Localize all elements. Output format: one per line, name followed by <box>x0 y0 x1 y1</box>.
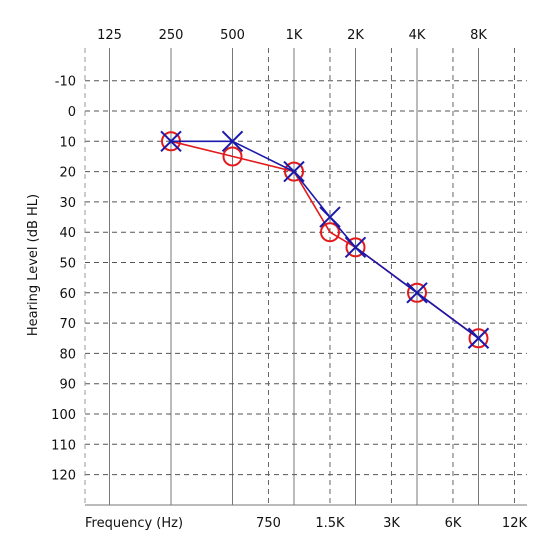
grid-solid-lines <box>85 48 527 506</box>
data-point-x-stroke <box>319 206 341 228</box>
y-tick-label: -10 <box>55 75 76 90</box>
y-tick-label: 120 <box>51 469 76 484</box>
y-tick-label: 80 <box>59 347 76 362</box>
data-point-x-stroke <box>283 160 305 183</box>
data-point-x <box>283 160 305 183</box>
y-tick-label: 60 <box>59 287 76 302</box>
top-tick-label: 125 <box>97 28 122 43</box>
top-tick-label: 8K <box>470 28 487 43</box>
data-point-x <box>160 130 182 153</box>
y-tick-label: 0 <box>68 105 76 120</box>
data-point-circle <box>222 146 243 167</box>
top-tick-label: 500 <box>220 28 245 43</box>
top-tick-label: 1K <box>286 28 303 43</box>
bottom-tick-label: 6K <box>445 516 462 531</box>
data-point-x-stroke <box>344 236 367 259</box>
y-tick-label: 40 <box>59 226 76 241</box>
y-tick-label: 50 <box>59 257 76 272</box>
bottom-tick-label: 3K <box>383 516 400 531</box>
data-point-x <box>467 327 490 349</box>
grid-dashed-lines <box>84 48 527 505</box>
y-tick-label: 20 <box>59 166 76 181</box>
bottom-tick-label: 12K <box>502 516 528 531</box>
y-tick-label: 100 <box>51 408 76 423</box>
x-axis-label: Frequency (Hz) <box>85 516 183 531</box>
top-tick-label: 4K <box>409 28 426 43</box>
series-x <box>160 130 490 349</box>
y-tick-labels: -10 0 10 20 30 40 50 60 70 80 90 100 110 120 <box>51 75 76 484</box>
top-tick-label: 250 <box>159 28 184 43</box>
top-tick-label: 2K <box>347 28 364 43</box>
data-point-x <box>406 282 428 304</box>
bottom-frequency-labels: 750 1.5K 3K 6K 12K <box>256 516 527 531</box>
data-point-x <box>221 130 244 153</box>
y-axis-label: Hearing Level (dB HL) <box>26 194 41 336</box>
data-point-circle <box>407 282 427 303</box>
data-point-x <box>319 206 341 228</box>
data-point-x-stroke <box>221 130 244 153</box>
data-point-circle <box>319 222 340 243</box>
series-layer <box>160 130 490 349</box>
series-circle <box>161 131 489 349</box>
y-tick-label: 10 <box>59 135 76 150</box>
y-tick-label: 70 <box>59 317 76 332</box>
top-frequency-labels: 125 250 500 1K 2K 4K 8K <box>97 28 487 43</box>
data-point-circle <box>284 161 304 182</box>
y-tick-label: 110 <box>51 438 76 453</box>
bottom-tick-label: 1.5K <box>315 516 345 531</box>
data-point-x-stroke <box>406 282 428 304</box>
bottom-tick-label: 750 <box>256 516 281 531</box>
data-point-x <box>344 236 367 259</box>
data-point-circle <box>345 237 366 258</box>
data-point-circle <box>468 328 489 349</box>
y-tick-label: 30 <box>59 196 76 211</box>
y-tick-label: 90 <box>59 378 76 393</box>
data-point-x-stroke <box>467 327 490 349</box>
data-point-x-stroke <box>160 130 182 153</box>
